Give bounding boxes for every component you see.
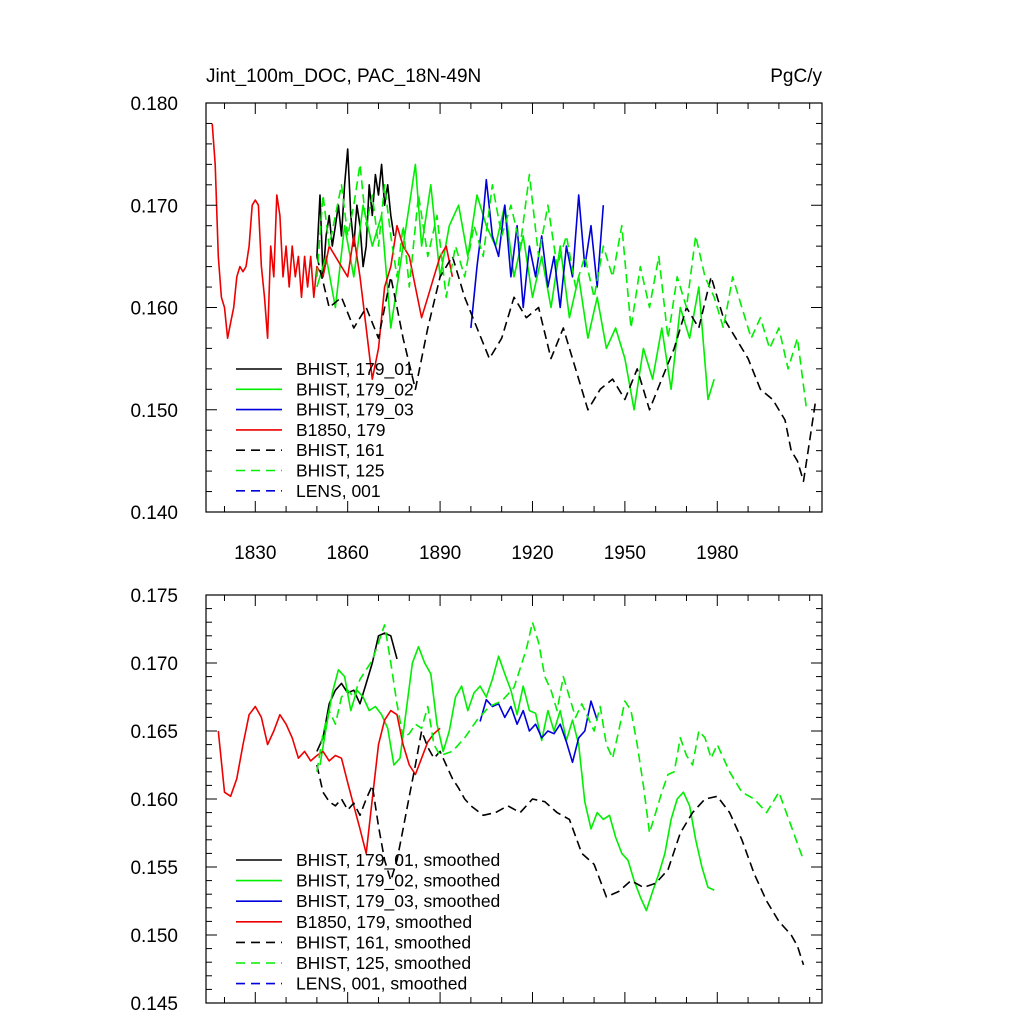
- series-line-4: [217, 705, 441, 855]
- x-tick-label: 1860: [327, 543, 369, 564]
- legend-label: BHIST, 179_01, smoothed: [296, 850, 500, 871]
- series-line-6: [316, 621, 805, 861]
- series-line-3: [479, 698, 598, 764]
- y-tick-label: 0.170: [130, 654, 178, 675]
- y-tick-label: 0.150: [130, 401, 178, 422]
- series-line-6: [316, 163, 808, 410]
- y-tick-label: 0.145: [130, 994, 178, 1015]
- legend-label: B1850, 179, smoothed: [296, 912, 472, 932]
- series-line-3: [470, 178, 605, 329]
- y-tick-label: 0.160: [130, 299, 178, 320]
- legend-label: BHIST, 179_03: [296, 400, 414, 421]
- panel-1-plot: 1830 1860 1890 1920 1950 1980 0.140 0.150 0.160 0…: [130, 94, 823, 564]
- series-line-4: [211, 123, 454, 380]
- legend-label: BHIST, 161, smoothed: [296, 932, 471, 952]
- x-tick-label: 1980: [696, 543, 738, 564]
- y-tick-label: 0.180: [130, 94, 178, 115]
- series-line-2: [316, 163, 715, 411]
- x-tick-label: 1950: [604, 543, 646, 564]
- y-tick-label: 0.140: [130, 503, 178, 524]
- y-tick-label: 0.165: [130, 722, 178, 743]
- y-tick-label: 0.170: [130, 196, 178, 217]
- legend-label: BHIST, 179_01: [296, 359, 414, 380]
- legend-label: B1850, 179: [296, 420, 386, 440]
- panel-2-plot: 0.145 0.150 0.155 0.160 0.165 0.170 0.175 BHIST…: [130, 586, 823, 1015]
- series-line-5: [316, 730, 805, 966]
- legend-label: BHIST, 179_02: [296, 379, 414, 400]
- legend-label: BHIST, 161: [296, 440, 385, 460]
- y-tick-label: 0.155: [130, 858, 178, 879]
- legend-label: BHIST, 179_02, smoothed: [296, 871, 500, 892]
- series-line-1: [316, 148, 395, 278]
- series-line-5: [316, 255, 817, 483]
- panel-1-title: Jint_100m_DOC, PAC_18N-49N: [206, 66, 481, 87]
- legend-label: LENS, 001: [296, 481, 381, 501]
- legend-label: BHIST, 179_03, smoothed: [296, 891, 500, 912]
- x-tick-label: 1920: [511, 543, 553, 564]
- y-tick-label: 0.150: [130, 926, 178, 947]
- legend-label: BHIST, 125: [296, 461, 385, 481]
- series-line-2: [319, 645, 715, 912]
- legend-label: BHIST, 125, smoothed: [296, 953, 471, 973]
- legend-label: LENS, 001, smoothed: [296, 974, 467, 994]
- x-tick-label: 1890: [419, 543, 461, 564]
- x-tick-label: 1830: [234, 543, 276, 564]
- y-tick-label: 0.175: [130, 586, 178, 607]
- panel-1-units: PgC/y: [770, 66, 822, 87]
- y-tick-label: 0.160: [130, 790, 178, 811]
